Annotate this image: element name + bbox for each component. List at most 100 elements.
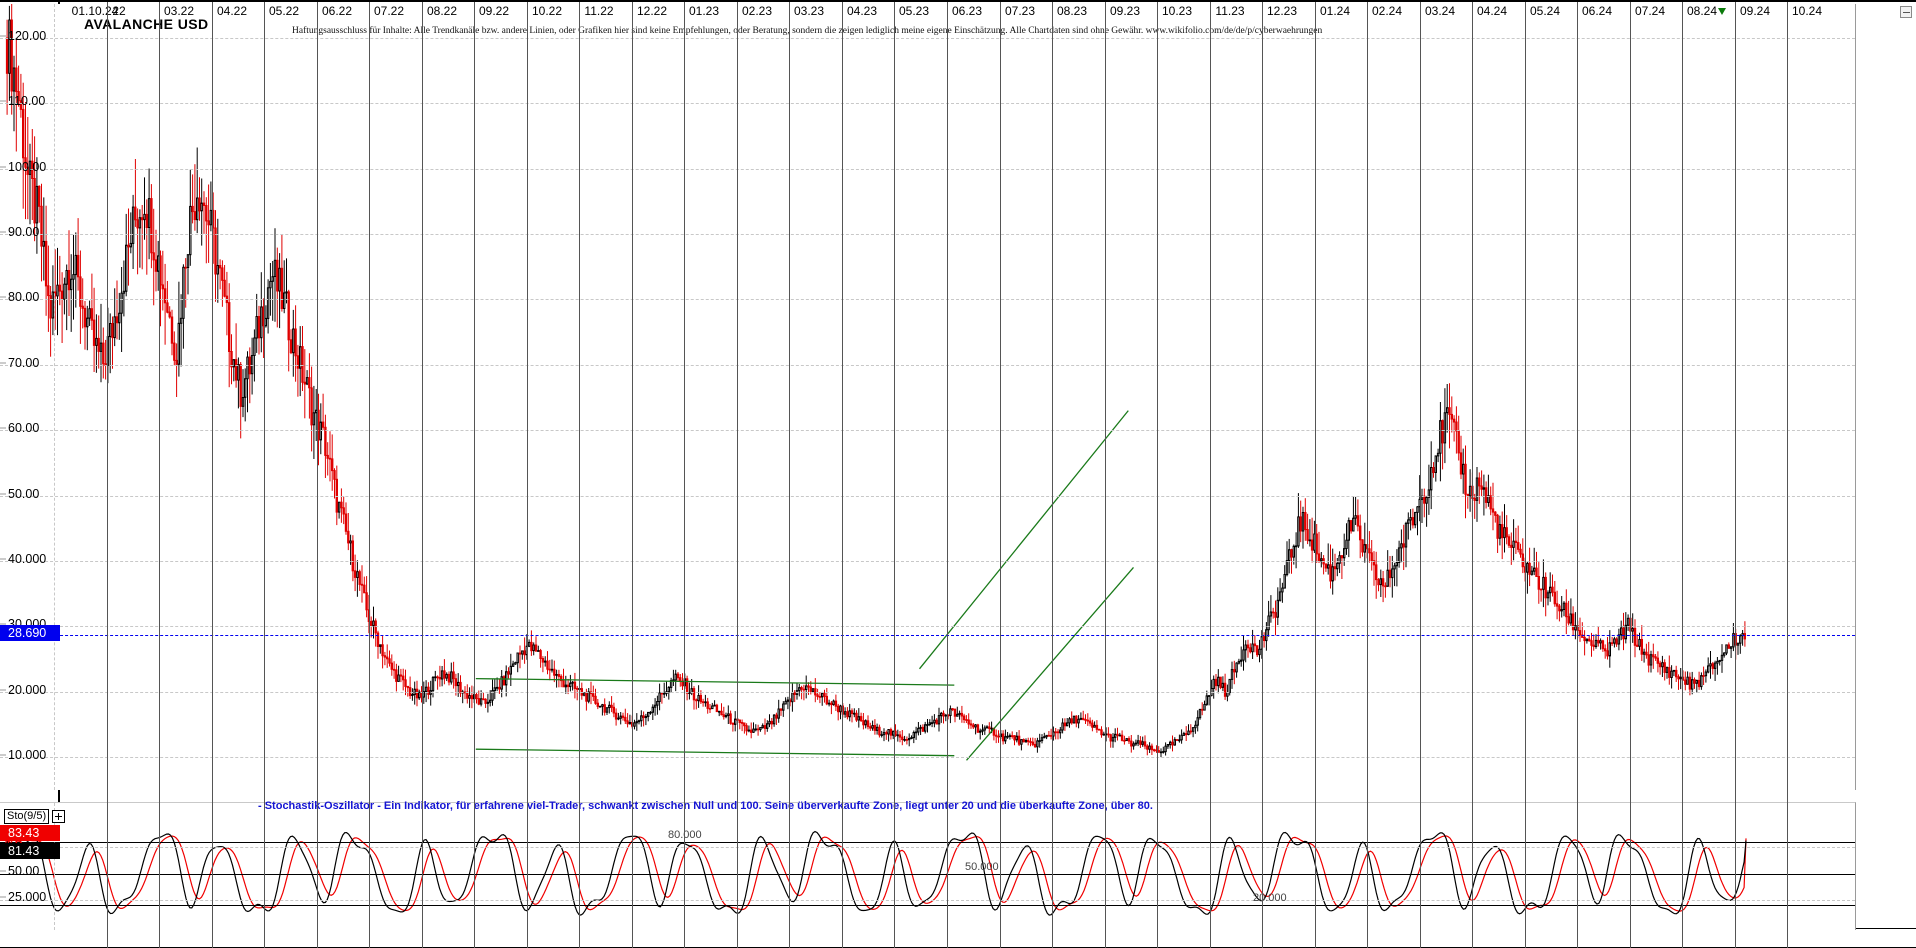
indicator-name-label[interactable]: Sto(9/5) <box>4 809 50 824</box>
time-axis-label: 03.22 <box>163 4 195 18</box>
price-axis-label: 70.00 <box>8 355 40 370</box>
time-axis-separator <box>369 2 370 948</box>
time-axis-separator <box>737 2 738 948</box>
time-axis-separator <box>159 2 160 948</box>
time-axis-separator <box>1525 2 1526 948</box>
disclaimer-text: Haftungsausschluss für Inhalte: Alle Tre… <box>292 26 1323 36</box>
time-axis-separator <box>1630 2 1631 948</box>
stochastic-note: - Stochastik-Oszillator - Ein Indikator,… <box>258 800 1153 812</box>
time-axis-separator <box>947 2 948 948</box>
stoch-level-label: 50.000 <box>965 860 999 873</box>
time-axis-label: 10.24 <box>1791 4 1823 18</box>
price-axis-tick <box>0 493 6 495</box>
price-axis-tick <box>0 623 6 625</box>
time-axis-separator <box>789 2 790 948</box>
time-axis-label: 08.24 <box>1686 4 1718 18</box>
plus-box-icon[interactable] <box>52 810 66 823</box>
price-axis-tick <box>0 427 6 429</box>
time-axis-separator <box>1052 2 1053 948</box>
time-axis-separator <box>212 2 213 948</box>
time-axis-separator <box>1157 2 1158 948</box>
stoch-d-badge[interactable]: 83.43 <box>0 825 60 842</box>
price-axis-label: 10.000 <box>8 748 47 762</box>
time-axis-separator <box>1105 2 1106 948</box>
time-axis-separator <box>474 2 475 948</box>
time-axis-label: 02.23 <box>741 4 773 18</box>
current-price-line <box>0 634 1855 636</box>
price-axis-label: 110.00 <box>8 94 46 109</box>
time-axis-label: 01.23 <box>688 4 720 18</box>
time-axis-separator <box>842 2 843 948</box>
price-axis-tick <box>0 100 6 102</box>
price-axis-tick <box>0 558 6 560</box>
time-axis-label: 07.24 <box>1634 4 1666 18</box>
time-axis-label: 12.23 <box>1266 4 1298 18</box>
stoch-axis-tick <box>0 896 6 898</box>
price-axis-label: 50.00 <box>8 486 40 501</box>
price-axis-tick <box>0 296 6 298</box>
time-axis-separator <box>422 2 423 948</box>
collapse-icon[interactable] <box>1900 6 1912 18</box>
time-axis-label: 04.22 <box>216 4 248 18</box>
current-price-badge[interactable]: 28.690 <box>0 624 60 641</box>
time-axis-separator <box>1420 2 1421 948</box>
stoch-k-badge[interactable]: 81.43 <box>0 843 60 860</box>
price-axis-label: 80.00 <box>8 290 40 305</box>
time-axis-separator <box>107 2 108 948</box>
price-axis-label: 20.000 <box>8 682 47 697</box>
time-axis-separator <box>1367 2 1368 948</box>
time-axis-label: 22 <box>112 4 126 18</box>
time-axis-label: 10.23 <box>1161 4 1193 18</box>
time-axis-separator <box>684 2 685 948</box>
stoch-level-label: 20.000 <box>1253 892 1287 904</box>
stoch-axis-label: 25.000 <box>8 889 47 904</box>
time-axis-label: 03.24 <box>1424 4 1456 18</box>
time-axis-label: 01.24 <box>1319 4 1351 18</box>
price-axis-tick <box>0 166 6 168</box>
time-axis-separator <box>1000 2 1001 948</box>
price-axis-tick <box>0 754 6 756</box>
time-axis-label: 09.22 <box>478 4 510 18</box>
price-axis-tick <box>0 689 6 691</box>
time-axis-label: 07.22 <box>373 4 405 18</box>
stoch-axis-label: 50.00 <box>8 863 40 878</box>
price-axis-label: 100.00 <box>8 159 47 174</box>
time-axis-label: 05.24 <box>1529 4 1561 18</box>
stochastic-series-canvas <box>5 830 1747 916</box>
time-axis-separator <box>317 2 318 948</box>
time-axis-label: 06.22 <box>321 4 353 18</box>
time-axis-separator <box>527 2 528 948</box>
time-axis-label: 12.22 <box>636 4 668 18</box>
time-axis-label: 04.24 <box>1476 4 1508 18</box>
price-axis-tick <box>0 35 6 37</box>
time-axis-separator <box>1262 2 1263 948</box>
price-axis-label: 40.000 <box>8 551 47 566</box>
green-marker-icon <box>1718 8 1726 15</box>
time-axis-separator <box>1735 2 1736 948</box>
time-axis-label: 05.22 <box>268 4 300 18</box>
indicator-legend[interactable]: Sto(9/5) <box>4 809 66 824</box>
time-axis-separator <box>894 2 895 948</box>
time-axis-separator <box>264 2 265 948</box>
time-axis-label: 07.23 <box>1004 4 1036 18</box>
time-axis-label: 08.23 <box>1056 4 1088 18</box>
time-axis-label: 01.10.24 <box>71 4 119 18</box>
time-axis-label: 02.24 <box>1371 4 1403 18</box>
time-axis-separator <box>579 2 580 948</box>
price-axis-label: 120.00 <box>8 29 47 43</box>
time-axis-label: 11.22 <box>584 4 614 18</box>
page-title: AVALANCHE USD <box>84 16 209 32</box>
price-axis-tick <box>0 362 6 364</box>
price-axis-label: 60.00 <box>8 421 40 436</box>
time-axis-separator <box>632 2 633 948</box>
time-axis-label: 09.24 <box>1739 4 1771 18</box>
time-axis-label: 10.22 <box>531 4 563 18</box>
time-axis-label: 05.23 <box>898 4 930 18</box>
price-axis-label: 90.00 <box>8 225 40 240</box>
time-axis-separator <box>1787 2 1788 948</box>
time-axis-label: 11.23 <box>1215 4 1245 18</box>
stoch-axis-tick <box>0 870 6 871</box>
time-axis-label: 06.24 <box>1581 4 1613 18</box>
time-axis-separator <box>1472 2 1473 948</box>
